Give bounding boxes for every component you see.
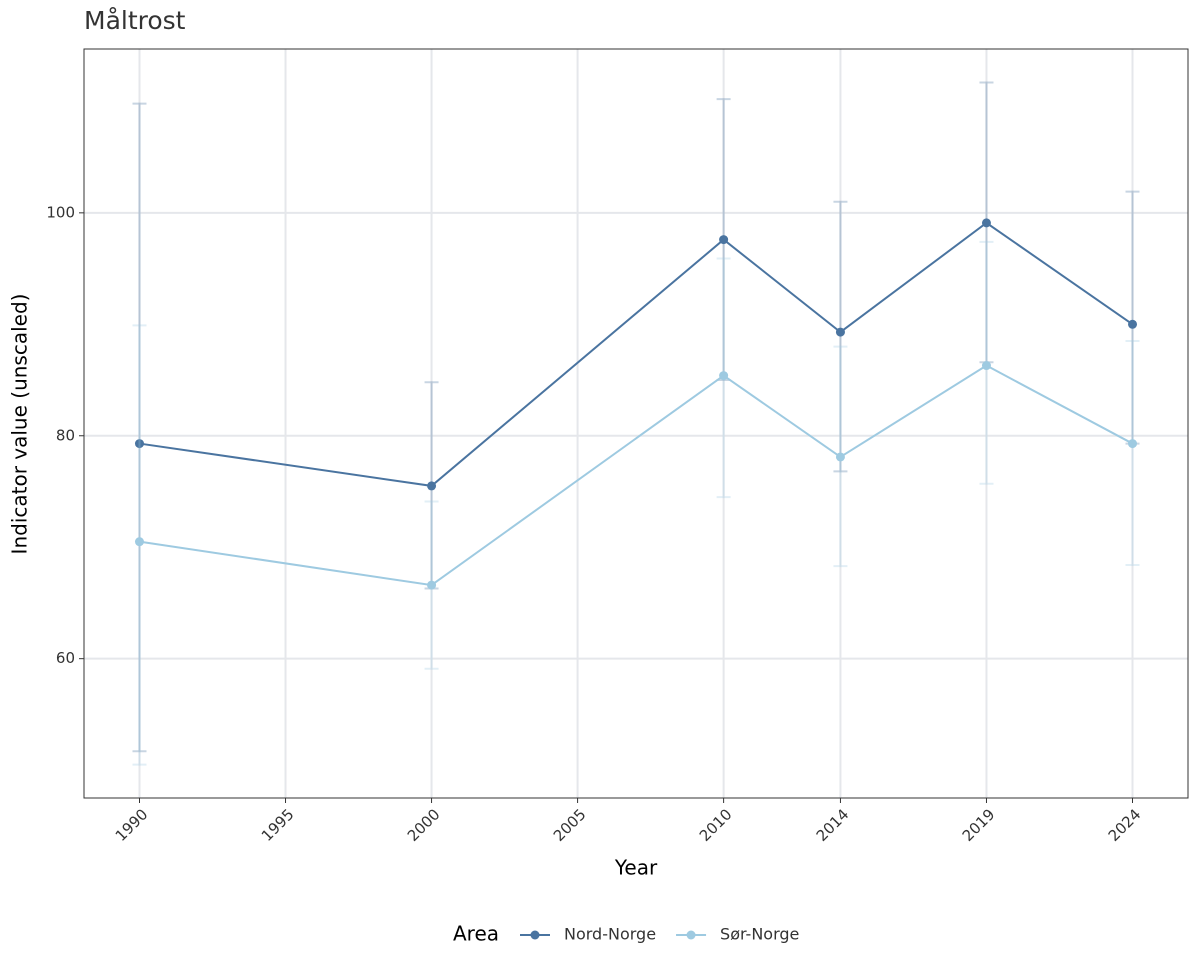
data-point: [1128, 319, 1138, 329]
error-bar: [1125, 340, 1140, 567]
data-point: [134, 537, 144, 547]
legend-label: Nord-Norge: [564, 925, 656, 944]
y-axis-label: Indicator value (unscaled): [8, 294, 32, 555]
series-line: [139, 364, 1133, 587]
series-line: [139, 221, 1134, 487]
legend-key: [530, 930, 540, 940]
x-tick-label: 2010: [696, 805, 736, 845]
data-point: [1128, 439, 1138, 449]
data-point: [835, 327, 845, 337]
chart-title: Måltrost: [84, 6, 186, 35]
x-tick-label: 2005: [550, 805, 590, 845]
data-point: [427, 481, 437, 491]
legend-label: Sør-Norge: [720, 925, 799, 944]
y-tick-label: 60: [56, 649, 75, 667]
data-point: [981, 361, 991, 371]
x-tick-label: 2014: [813, 805, 853, 845]
data-point: [981, 218, 991, 228]
data-point: [134, 439, 144, 449]
x-tick-label: 2019: [959, 805, 999, 845]
x-tick-label: 2024: [1105, 805, 1145, 845]
plot-border: [83, 48, 1189, 799]
error-bar: [132, 102, 147, 753]
data-point: [719, 235, 729, 245]
error-bar: [1125, 340, 1140, 567]
error-bar: [132, 102, 147, 753]
legend-key: [686, 930, 696, 940]
y-tick-label: 80: [56, 426, 75, 444]
data-point: [719, 371, 729, 381]
y-tick-label: 100: [46, 203, 75, 221]
x-tick-label: 2000: [404, 805, 444, 845]
legend-title: Area: [453, 922, 499, 946]
x-axis-label: Year: [614, 856, 658, 880]
data-point: [427, 580, 437, 590]
data-point: [835, 452, 845, 462]
x-tick-label: 1995: [258, 805, 298, 845]
x-tick-label: 1990: [112, 805, 152, 845]
